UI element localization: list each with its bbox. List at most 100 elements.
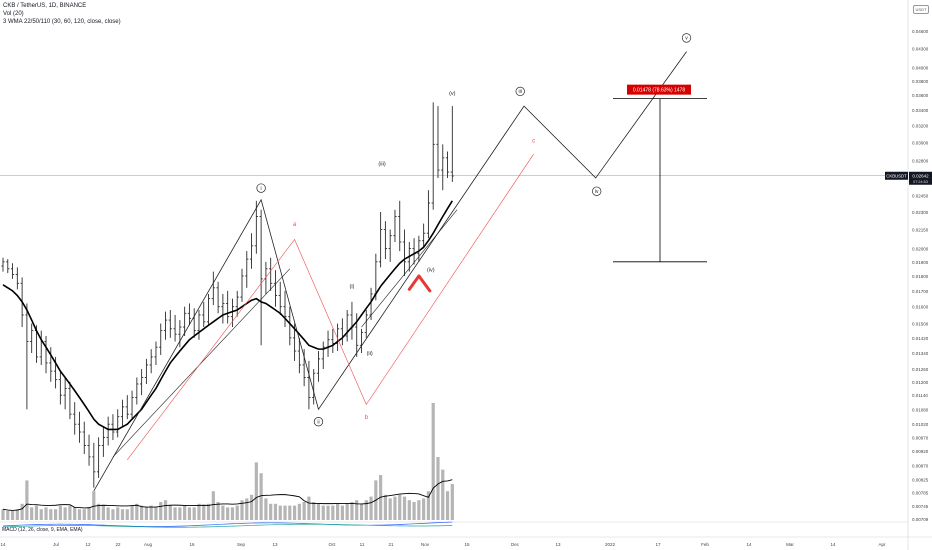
price-tick: 0.01800: [912, 274, 929, 279]
time-tick: 13: [555, 542, 561, 547]
volume-bar: [355, 500, 359, 520]
price-range-measure[interactable]: 0.01478 (78.63%) 1478: [613, 84, 707, 263]
macd-pane: [2, 521, 453, 528]
volume-bar: [178, 507, 182, 520]
time-tick: Sep: [237, 542, 246, 547]
subwave-label-(iv): (iv): [427, 268, 435, 274]
volume-bar: [312, 502, 316, 520]
volume-bar: [101, 505, 105, 520]
price-tick: 0.00745: [912, 504, 929, 509]
volume-bar: [283, 505, 287, 520]
volume-bar: [431, 403, 435, 520]
price-tick: 0.03000: [912, 141, 929, 146]
wave-channel-line-2: [361, 209, 458, 328]
price-axis[interactable]: 0.04600 0.04300 0.04000 0.03800 0.03600 0.034…: [912, 29, 929, 522]
macd-line: [2, 521, 453, 527]
volume-bar: [369, 496, 373, 520]
time-axis[interactable]: 14 Jul 12 22 Aug 16 Sep 13 Oct 11 21 Nov 15 Dec 13 2022…: [0, 542, 886, 547]
price-tick: 0.01020: [912, 422, 929, 427]
volume-bar: [350, 502, 354, 520]
volume-bar: [30, 507, 34, 520]
volume-bar: [125, 509, 129, 520]
volume-ma-line: [2, 479, 453, 511]
volume-bar: [77, 509, 82, 520]
volume-bar: [106, 507, 110, 520]
time-tick: 14: [0, 542, 6, 547]
time-tick: 17: [655, 542, 661, 547]
volume-bar: [245, 498, 249, 520]
volume-bar: [25, 480, 29, 520]
volume-bar: [393, 496, 397, 520]
price-tick: 0.03600: [912, 93, 929, 98]
time-tick: 21: [388, 542, 394, 547]
wma-line: [2, 200, 454, 431]
wave-label-ii: ii: [317, 419, 319, 425]
volume-bar: [254, 462, 258, 520]
volume-bar: [302, 502, 306, 520]
volume-bar: [168, 505, 172, 520]
time-tick: 22: [115, 542, 121, 547]
price-tick: 0.04300: [912, 47, 929, 52]
abc-label-c: c: [532, 139, 535, 145]
time-tick: 14: [746, 542, 752, 547]
volume-bar: [278, 505, 282, 520]
volume-bar: [116, 507, 120, 520]
volume-bar: [249, 494, 254, 520]
volume-bar: [82, 509, 86, 520]
volume-bar: [163, 500, 168, 520]
macd-signal-line: [2, 523, 453, 528]
volume-bar: [120, 509, 125, 520]
time-tick: 15: [464, 542, 470, 547]
volume-bar: [364, 500, 368, 520]
price-tick: 0.02450: [912, 193, 929, 198]
moving-average: [2, 200, 454, 431]
volume-bar: [273, 503, 278, 520]
ticker-name: CKBUSDT: [886, 174, 907, 179]
volume-bar: [426, 491, 431, 520]
volume-bar: [87, 507, 91, 520]
abc-correction-drawing[interactable]: a b c: [127, 139, 535, 460]
price-tick: 0.01200: [912, 380, 929, 385]
price-tick: 0.02000: [912, 246, 929, 251]
bar-countdown: 07:24:53: [913, 180, 928, 184]
currency-badge[interactable]: USDT: [913, 5, 929, 14]
volume-bar: [49, 509, 53, 520]
volume-bar: [230, 507, 235, 520]
time-tick: Aug: [144, 542, 153, 547]
volume-bar: [412, 502, 416, 520]
volume-bar: [235, 505, 239, 520]
volume-bar: [407, 500, 411, 520]
volume-bar: [39, 509, 43, 520]
time-tick: Mar: [786, 542, 794, 547]
volume-bar: [288, 505, 292, 520]
price-tick: 0.02800: [912, 159, 929, 164]
price-tick: 0.01420: [912, 336, 929, 341]
wave-label-iv: iv: [595, 189, 599, 195]
volume-bar: [211, 491, 215, 520]
volume-bar: [436, 457, 440, 520]
price-tick: 0.02300: [912, 210, 929, 215]
volume-bar: [340, 505, 344, 520]
wave-path: [93, 51, 687, 492]
subwave-label-(ii): (ii): [367, 351, 373, 357]
volume-bar: [316, 503, 321, 520]
price-tick: 0.01080: [912, 407, 929, 412]
candles[interactable]: [1, 102, 454, 488]
volume-bar: [63, 507, 67, 520]
price-tick: 0.00970: [912, 435, 929, 440]
wave-label-iii: iii: [519, 89, 522, 95]
volume-bar: [173, 507, 177, 520]
price-tick: 0.01900: [912, 260, 929, 265]
volume-bar: [297, 503, 301, 520]
volume-bar: [34, 505, 39, 520]
abc-label-a: a: [293, 222, 297, 228]
volume-bar: [445, 491, 450, 520]
price-tick: 0.01500: [912, 322, 929, 327]
volume-bar: [149, 505, 153, 520]
price-tick: 0.03800: [912, 79, 929, 84]
time-tick: 11: [360, 542, 365, 547]
volume-bar: [154, 507, 158, 520]
